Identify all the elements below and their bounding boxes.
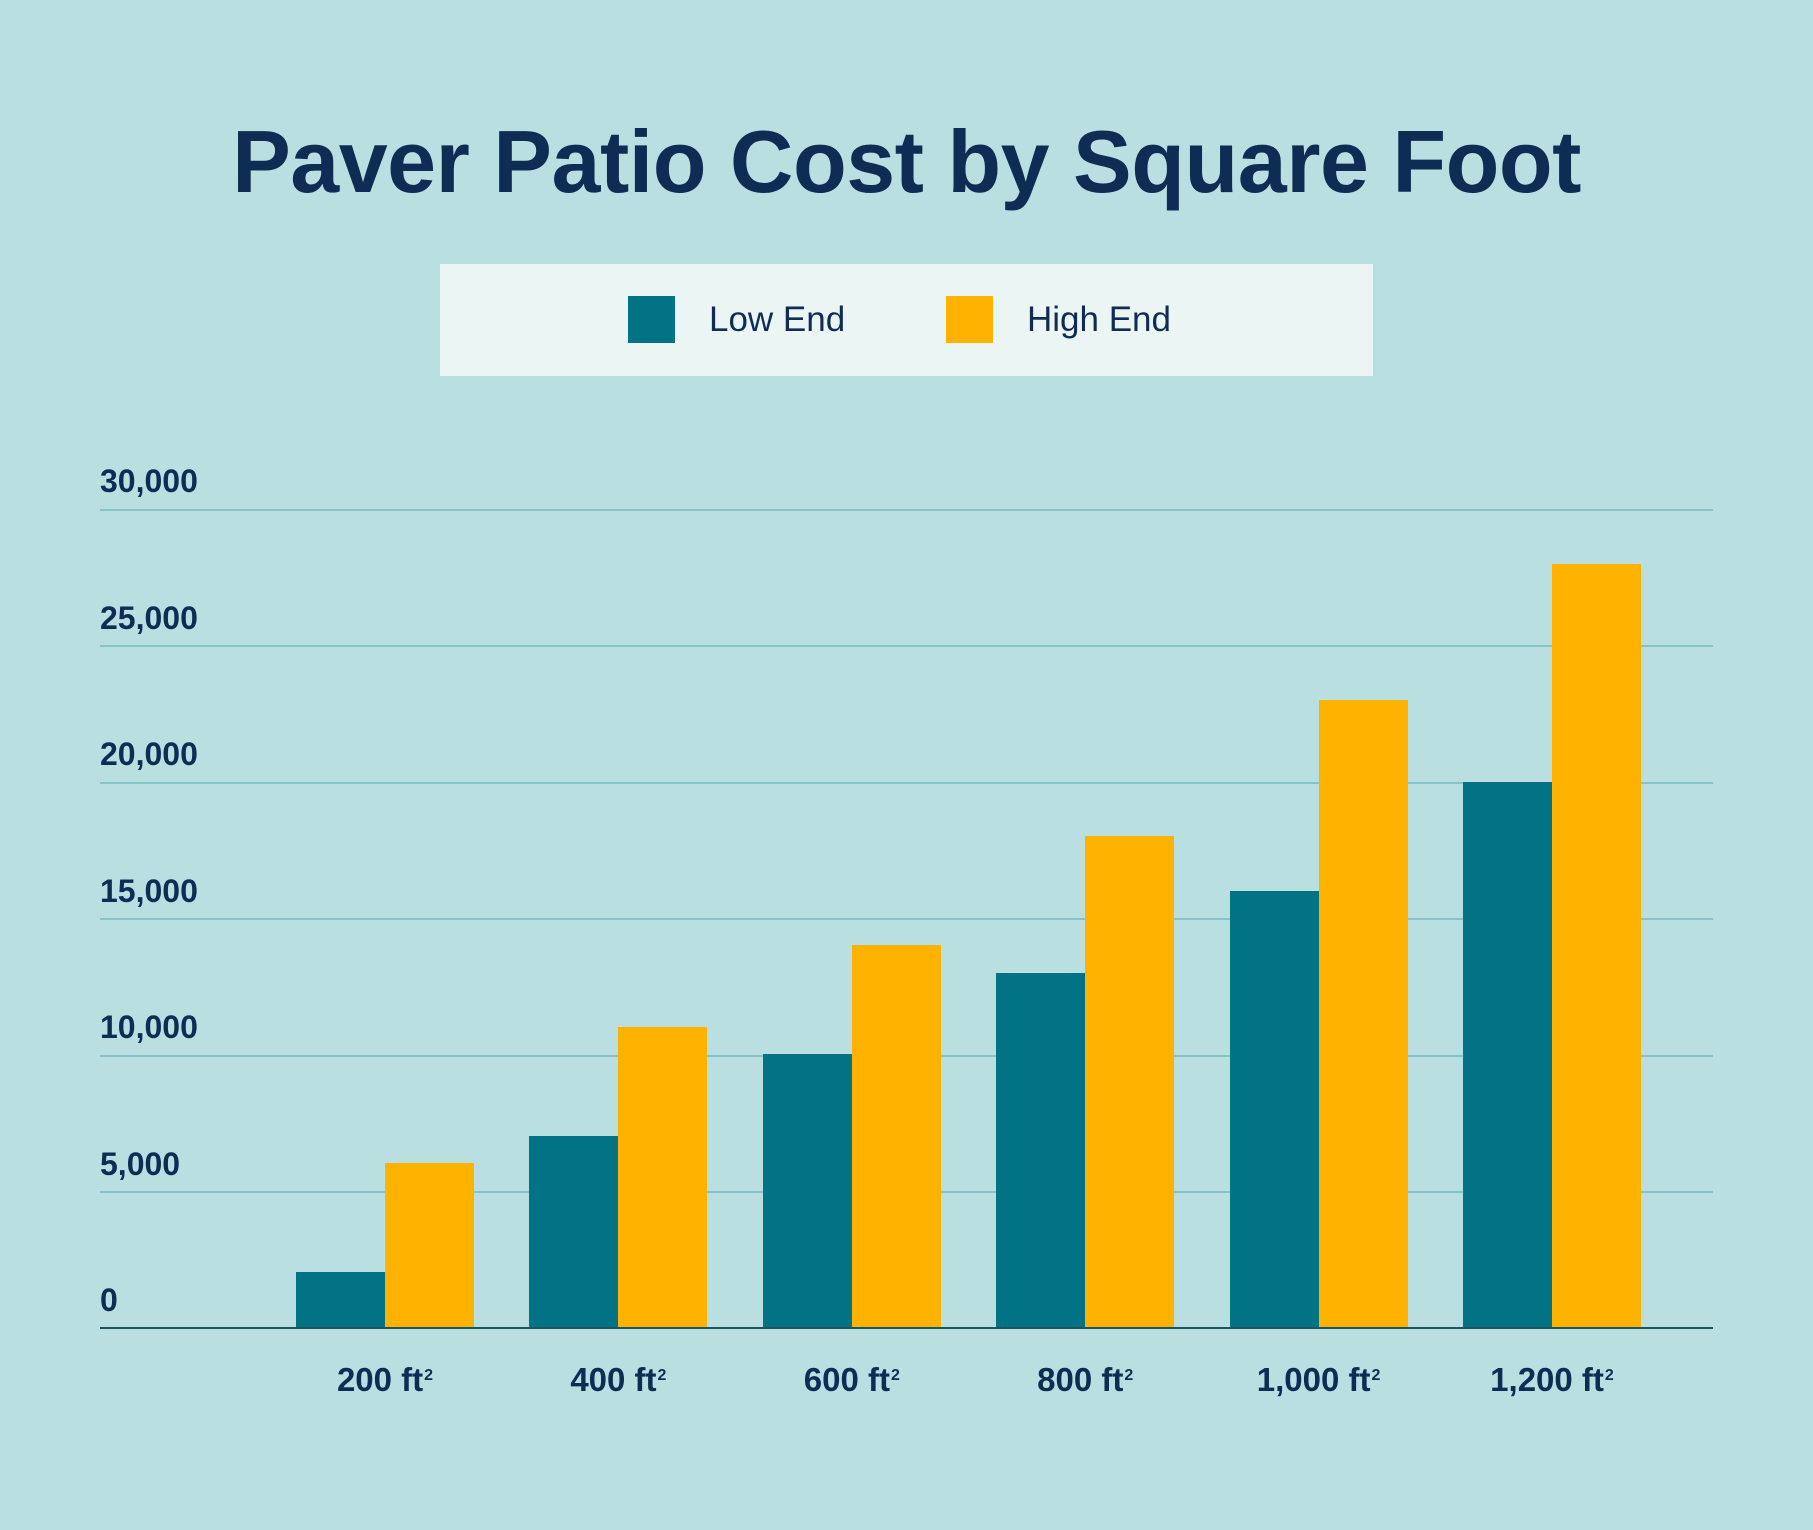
x-tick-label: 400 ft2 [502, 1358, 735, 1402]
low-end-bar [762, 1054, 852, 1327]
x-tick-value: 1,200 ft [1490, 1361, 1604, 1398]
legend-label-low-end: Low End [709, 300, 846, 339]
legend: Low End High End [440, 264, 1373, 376]
x-tick-label: 600 ft2 [735, 1358, 968, 1402]
x-tick-exponent: 2 [424, 1367, 434, 1384]
x-tick-value: 600 ft [803, 1361, 890, 1398]
y-tick-label: 30,000 [100, 463, 198, 499]
low-end-swatch-icon [628, 296, 675, 343]
x-tick-value: 1,000 ft [1256, 1361, 1371, 1398]
plot-area [100, 509, 1713, 1329]
gridline [100, 645, 1713, 647]
y-tick-label: 20,000 [100, 736, 198, 772]
high-end-swatch-icon [946, 296, 993, 343]
high-end-bar [618, 1027, 708, 1327]
x-tick-label: 200 ft2 [269, 1358, 502, 1402]
low-end-bar [1463, 782, 1552, 1327]
x-tick-exponent: 2 [657, 1367, 667, 1384]
high-end-bar [1085, 836, 1175, 1327]
low-end-bar [996, 973, 1086, 1327]
y-tick-label: 15,000 [100, 873, 198, 909]
high-end-bar [1552, 564, 1641, 1327]
low-end-bar [529, 1136, 619, 1327]
y-tick-label: 5,000 [100, 1146, 181, 1182]
low-end-bar [1229, 891, 1319, 1327]
x-tick-label: 1,000 ft2 [1202, 1358, 1435, 1402]
x-tick-exponent: 2 [1124, 1367, 1134, 1384]
x-tick-label: 1,200 ft2 [1436, 1358, 1669, 1402]
x-tick-value: 800 ft [1037, 1361, 1124, 1398]
legend-item-high-end: High End [946, 296, 1171, 343]
x-tick-exponent: 2 [890, 1367, 900, 1384]
gridline [100, 782, 1713, 784]
x-tick-exponent: 2 [1371, 1367, 1381, 1384]
y-tick-label: 0 [100, 1282, 118, 1318]
x-tick-value: 200 ft [336, 1361, 424, 1398]
x-tick-label: 800 ft2 [969, 1358, 1202, 1402]
low-end-bar [296, 1272, 385, 1327]
legend-label-high-end: High End [1027, 300, 1171, 339]
gridline [100, 509, 1713, 511]
legend-item-low-end: Low End [628, 296, 845, 343]
y-tick-label: 10,000 [100, 1009, 198, 1045]
high-end-bar [1318, 700, 1408, 1327]
chart-title: Paver Patio Cost by Square Foot [232, 112, 1581, 211]
x-tick-exponent: 2 [1604, 1367, 1614, 1384]
high-end-bar [851, 945, 941, 1327]
y-tick-label: 25,000 [100, 600, 198, 636]
x-axis-line [100, 1327, 1713, 1329]
high-end-bar [385, 1163, 474, 1327]
x-tick-value: 400 ft [570, 1361, 657, 1398]
gridline [100, 918, 1713, 920]
